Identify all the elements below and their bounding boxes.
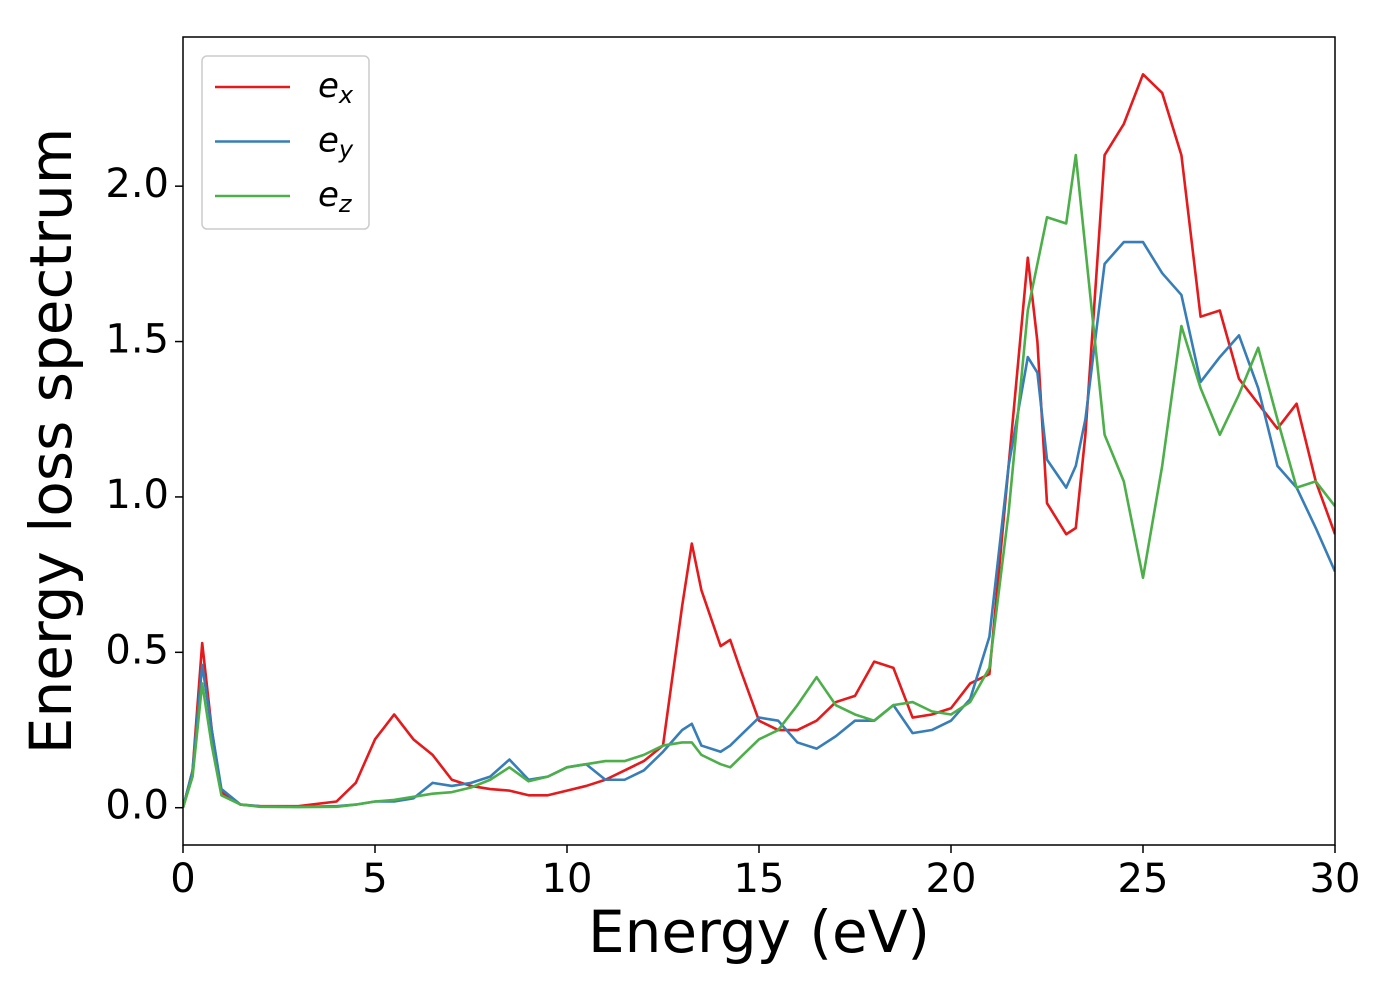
legend-label-sub: z xyxy=(338,190,353,218)
x-tick-label: 5 xyxy=(362,856,387,902)
legend-label: ex xyxy=(318,66,354,110)
x-tick-label: 15 xyxy=(734,856,785,902)
legend-label-sub: y xyxy=(338,136,354,164)
data-line xyxy=(183,72,1335,809)
x-tick-label: 0 xyxy=(170,856,195,902)
legend-label-base: e xyxy=(318,66,339,106)
legend-label-sub: x xyxy=(338,81,354,109)
legend-label-base: e xyxy=(318,175,339,215)
x-tick-label: 20 xyxy=(926,856,977,902)
y-tick-label: 0.0 xyxy=(105,783,169,829)
x-tick-label: 30 xyxy=(1310,856,1361,902)
x-axis-label: Energy (eV) xyxy=(588,898,930,966)
y-tick-label: 0.5 xyxy=(105,627,169,673)
x-tick-label: 10 xyxy=(542,856,593,902)
y-tick-label: 1.5 xyxy=(105,317,169,363)
y-tick-label: 1.0 xyxy=(105,472,169,518)
legend-label: ey xyxy=(318,120,354,164)
plot-frame xyxy=(182,36,1336,846)
y-axis-label: Energy loss spectrum xyxy=(17,128,85,754)
legend-label: ez xyxy=(318,175,353,219)
y-tick-label: 2.0 xyxy=(105,161,169,207)
data-line xyxy=(183,153,1335,809)
x-tick-label: 25 xyxy=(1118,856,1169,902)
legend-label-base: e xyxy=(318,120,339,160)
data-line xyxy=(183,240,1335,809)
